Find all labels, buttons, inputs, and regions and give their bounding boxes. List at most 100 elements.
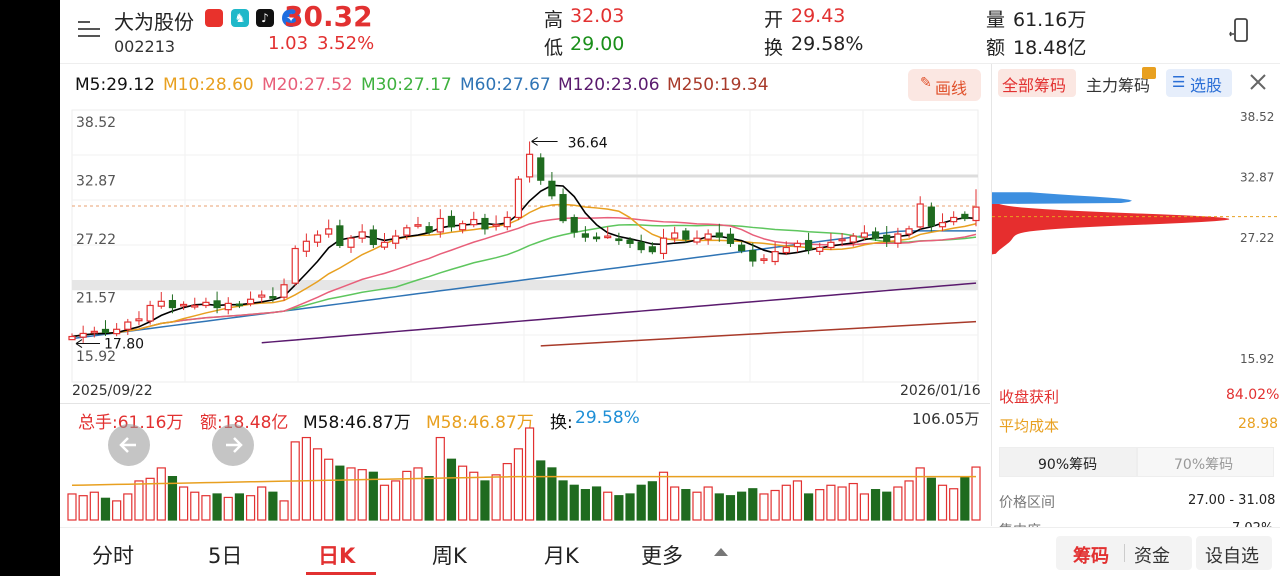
tab-all-chips-label: 全部筹码	[1002, 76, 1067, 95]
chips-70-label: 70%筹码	[1174, 457, 1234, 473]
amount-label: 额	[986, 37, 1006, 59]
candle	[470, 211, 478, 228]
turnover-value: 29.58%	[791, 33, 864, 55]
candle	[782, 241, 790, 256]
select-stock-button[interactable]: ☰ 选股	[1166, 69, 1232, 97]
candle	[414, 216, 422, 229]
amount-value: 18.48亿	[1013, 37, 1087, 59]
ma20-value: M20:27.52	[262, 75, 353, 95]
tab-monthly-k[interactable]: 月K	[544, 544, 579, 568]
tab-intraday[interactable]: 分时	[92, 544, 134, 568]
caret-up-icon[interactable]	[714, 548, 728, 556]
volume-bar	[859, 493, 869, 521]
candle	[626, 237, 634, 249]
volume-bar	[145, 477, 155, 521]
candle	[738, 242, 746, 254]
tab-weekly-k[interactable]: 周K	[432, 544, 467, 568]
volume-bar	[67, 493, 77, 521]
candle	[637, 234, 645, 254]
volume-bar	[257, 486, 267, 521]
arrow-right-icon	[226, 437, 243, 453]
volume-bar	[904, 480, 914, 521]
volume-bar	[502, 462, 512, 521]
candle	[503, 211, 511, 231]
candle	[135, 311, 143, 326]
volume-label: 量	[986, 9, 1006, 31]
lock-badge-icon	[1142, 67, 1156, 79]
volume-bar	[803, 493, 814, 521]
min-arrow-head	[75, 339, 83, 348]
kline-y-tick: 27.22	[76, 232, 116, 248]
next-arrow-button[interactable]	[212, 424, 254, 466]
candle	[771, 242, 779, 266]
volume-m58-orange: M58:46.87万	[426, 413, 534, 433]
volume-bar	[614, 495, 624, 521]
ma250-value: M250:19.34	[667, 75, 769, 95]
candle	[191, 297, 199, 310]
volume-bar	[792, 480, 803, 521]
max-price-label: 36.64	[568, 135, 608, 151]
candle	[537, 153, 545, 185]
tab-daily-k[interactable]: 日K	[318, 544, 356, 568]
candle	[905, 225, 913, 238]
candle	[525, 141, 534, 183]
volume-turnover-label: 换:	[550, 413, 573, 433]
landscape-toggle-icon[interactable]	[1228, 16, 1254, 46]
candle	[481, 213, 489, 235]
volume-bar	[882, 491, 892, 521]
candle	[313, 230, 322, 247]
tab-more[interactable]: 更多	[641, 544, 683, 568]
candle	[648, 242, 656, 255]
candle	[604, 226, 612, 239]
chip-y-tick: 15.92	[1240, 352, 1274, 366]
candle	[224, 297, 232, 315]
volume-bar	[368, 471, 378, 521]
volume-bar	[725, 495, 736, 521]
funds-bottom-label[interactable]: 资金	[1134, 546, 1170, 567]
add-watchlist-button[interactable]: 设自选	[1196, 536, 1272, 570]
chips-90-button[interactable]: 90%筹码	[999, 447, 1137, 477]
candle	[950, 211, 958, 226]
tab-5day[interactable]: 5日	[208, 544, 243, 568]
price-change-pct: 3.52%	[317, 33, 375, 54]
volume-bar	[748, 488, 758, 521]
candle	[392, 229, 400, 249]
volume-total: 总手:61.16万	[78, 413, 184, 433]
volume-bar	[346, 467, 356, 521]
current-price: 30.32	[284, 0, 373, 33]
candle	[704, 229, 712, 245]
ma20-line	[71, 216, 977, 338]
candle	[258, 290, 266, 303]
chips-70-button[interactable]: 70%筹码	[1137, 447, 1274, 477]
volume-chart[interactable]	[60, 404, 990, 524]
volume-bar	[870, 489, 881, 521]
ma120-value: M120:23.06	[558, 75, 660, 95]
candle	[79, 325, 87, 343]
tab-main-chips[interactable]: 主力筹码	[1082, 67, 1160, 97]
volume-bar	[234, 493, 245, 521]
candle	[336, 219, 344, 249]
tab-all-chips[interactable]: 全部筹码	[998, 69, 1076, 97]
volume-bar	[547, 467, 557, 521]
volume-bar	[915, 467, 925, 521]
candle	[938, 213, 947, 232]
kline-chart[interactable]: 38.52 32.87 27.22 21.57 15.92 36.64 17.80	[60, 104, 990, 404]
close-icon[interactable]	[1246, 70, 1270, 94]
volume-bar	[402, 470, 412, 521]
chips-bottom-button[interactable]: 筹码 资金	[1056, 536, 1192, 570]
volume-bar	[770, 489, 780, 521]
draw-line-button[interactable]: ✎ 画线	[908, 69, 981, 101]
candle	[548, 172, 556, 200]
candle	[146, 300, 154, 325]
menu-icon[interactable]	[76, 16, 102, 42]
turnover-label: 换	[764, 37, 784, 59]
candle	[358, 224, 366, 243]
candle	[280, 278, 288, 301]
volume-bar	[167, 476, 178, 521]
volume-bar	[212, 493, 222, 521]
prev-arrow-button[interactable]	[108, 424, 150, 466]
stock-code: 002213	[114, 37, 176, 56]
volume-bar	[413, 467, 423, 521]
price-change: 1.03	[268, 33, 309, 54]
chip-y-tick: 27.22	[1240, 231, 1274, 245]
